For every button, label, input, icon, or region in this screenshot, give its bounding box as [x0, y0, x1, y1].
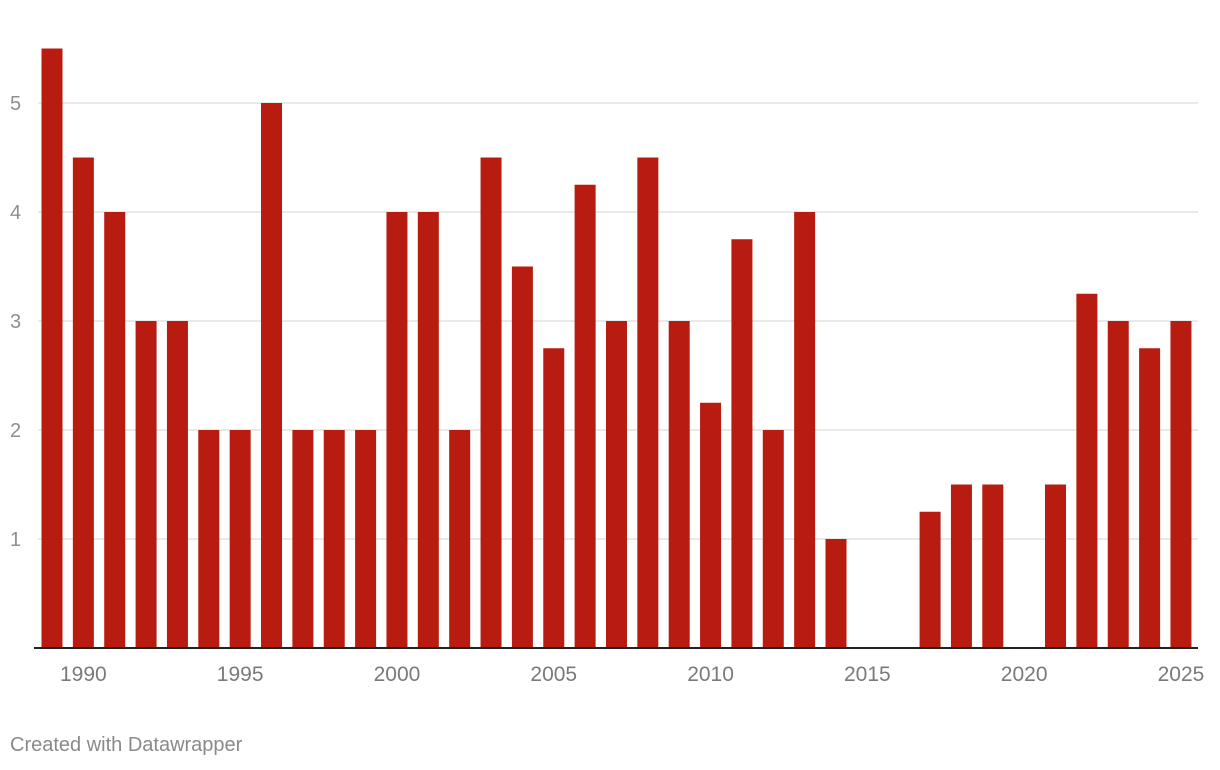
bar-1989 — [41, 48, 63, 648]
bar-2009 — [668, 321, 690, 648]
bar-2010 — [700, 402, 722, 648]
bar-1999 — [355, 430, 377, 648]
bar-2000 — [386, 212, 408, 648]
bar-2021 — [1045, 484, 1067, 648]
bar-1993 — [166, 321, 188, 648]
bar-2005 — [543, 348, 565, 648]
bar-2004 — [511, 266, 533, 648]
bar-2007 — [605, 321, 627, 648]
x-tick-label: 2000 — [374, 663, 421, 686]
bar-2008 — [637, 157, 659, 648]
x-tick-label: 2020 — [1001, 663, 1048, 686]
bar-1996 — [261, 103, 283, 648]
bar-2001 — [417, 212, 439, 648]
x-tick-label: 2025 — [1158, 663, 1205, 686]
x-axis: 1990 1995 2000 2005 2010 2015 2020 2025 — [60, 663, 1204, 686]
bar-1997 — [292, 430, 314, 648]
bars — [41, 48, 1192, 648]
y-axis: 1 2 3 4 5 — [10, 93, 21, 551]
y-tick-label: 2 — [10, 420, 21, 442]
bar-1992 — [135, 321, 157, 648]
bar-2013 — [794, 212, 816, 648]
credit-text: Created with Datawrapper — [10, 734, 243, 756]
bar-1990 — [72, 157, 94, 648]
bar-2025 — [1170, 321, 1192, 648]
bar-2014 — [825, 539, 847, 648]
bar-2017 — [919, 511, 941, 648]
y-tick-label: 5 — [10, 93, 21, 115]
y-tick-label: 4 — [10, 202, 21, 224]
bar-2023 — [1107, 321, 1129, 648]
bar-2012 — [762, 430, 784, 648]
x-tick-label: 2005 — [530, 663, 577, 686]
x-tick-label: 2010 — [687, 663, 734, 686]
bar-1998 — [323, 430, 345, 648]
bar-1995 — [229, 430, 251, 648]
y-tick-label: 3 — [10, 311, 21, 333]
x-tick-label: 2015 — [844, 663, 891, 686]
bar-2024 — [1139, 348, 1161, 648]
bar-2002 — [449, 430, 471, 648]
bar-2011 — [731, 239, 753, 648]
bar-2022 — [1076, 293, 1098, 648]
bar-2019 — [982, 484, 1004, 648]
x-tick-label: 1995 — [217, 663, 264, 686]
bar-2018 — [950, 484, 972, 648]
bar-1994 — [198, 430, 220, 648]
x-tick-label: 1990 — [60, 663, 107, 686]
bar-2006 — [574, 184, 596, 648]
y-tick-label: 1 — [10, 529, 21, 551]
bar-2003 — [480, 157, 502, 648]
bar-1991 — [104, 212, 126, 648]
